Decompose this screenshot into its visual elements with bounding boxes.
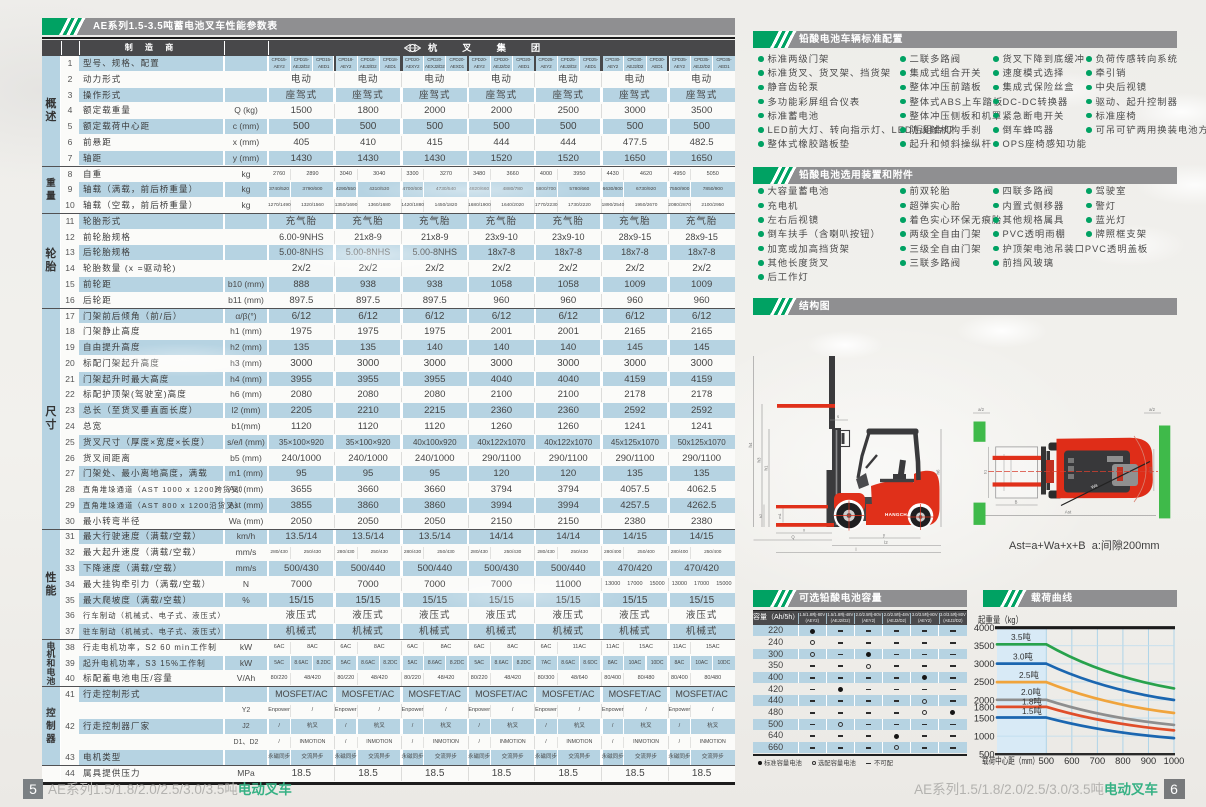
svg-text:h2: h2	[758, 513, 763, 518]
svg-text:2000: 2000	[974, 695, 995, 705]
svg-text:1.8吨: 1.8吨	[1022, 697, 1042, 707]
svg-text:3.0吨: 3.0吨	[1013, 652, 1033, 662]
svg-text:s: s	[837, 414, 839, 419]
svg-text:a/2: a/2	[978, 407, 984, 412]
svg-text:起重量（kg）: 起重量（kg）	[978, 614, 1023, 625]
svg-text:2.0吨: 2.0吨	[1021, 687, 1041, 697]
svg-text:900: 900	[1141, 756, 1157, 766]
svg-text:x: x	[803, 528, 806, 533]
svg-text:700: 700	[1090, 756, 1106, 766]
svg-text:h4: h4	[748, 442, 753, 448]
svg-text:1.5吨: 1.5吨	[1022, 706, 1042, 716]
svg-text:HANGCHA: HANGCHA	[885, 512, 911, 517]
svg-text:800: 800	[1115, 756, 1131, 766]
svg-text:1000: 1000	[974, 731, 995, 741]
svg-text:Q: Q	[791, 535, 795, 540]
svg-text:l2: l2	[884, 540, 888, 545]
svg-text:h6: h6	[936, 469, 941, 475]
svg-text:a/2: a/2	[1149, 407, 1155, 412]
svg-text:h1: h1	[764, 465, 769, 471]
svg-text:500: 500	[1039, 756, 1055, 766]
svg-text:Ast: Ast	[1065, 510, 1072, 515]
svg-text:载荷中心距（mm）: 载荷中心距（mm）	[982, 755, 1039, 766]
svg-text:b1: b1	[983, 469, 988, 474]
svg-text:b12: b12	[1148, 466, 1153, 473]
svg-text:1000: 1000	[1164, 756, 1185, 766]
svg-text:500: 500	[979, 750, 995, 760]
svg-text:600: 600	[1064, 756, 1080, 766]
svg-text:y: y	[883, 533, 886, 538]
svg-text:m1: m1	[777, 512, 782, 518]
svg-text:1800: 1800	[974, 703, 995, 713]
svg-text:Wa: Wa	[1090, 482, 1099, 490]
svg-text:2500: 2500	[974, 677, 995, 687]
svg-text:3000: 3000	[974, 659, 995, 669]
svg-text:h3: h3	[757, 457, 762, 463]
svg-text:B: B	[1015, 500, 1018, 505]
svg-text:2.5吨: 2.5吨	[1019, 670, 1039, 680]
svg-text:3.5吨: 3.5吨	[1011, 632, 1031, 642]
svg-text:4000: 4000	[974, 623, 995, 633]
svg-text:l: l	[856, 547, 857, 552]
svg-text:1500: 1500	[974, 713, 995, 723]
svg-text:3500: 3500	[974, 641, 995, 651]
